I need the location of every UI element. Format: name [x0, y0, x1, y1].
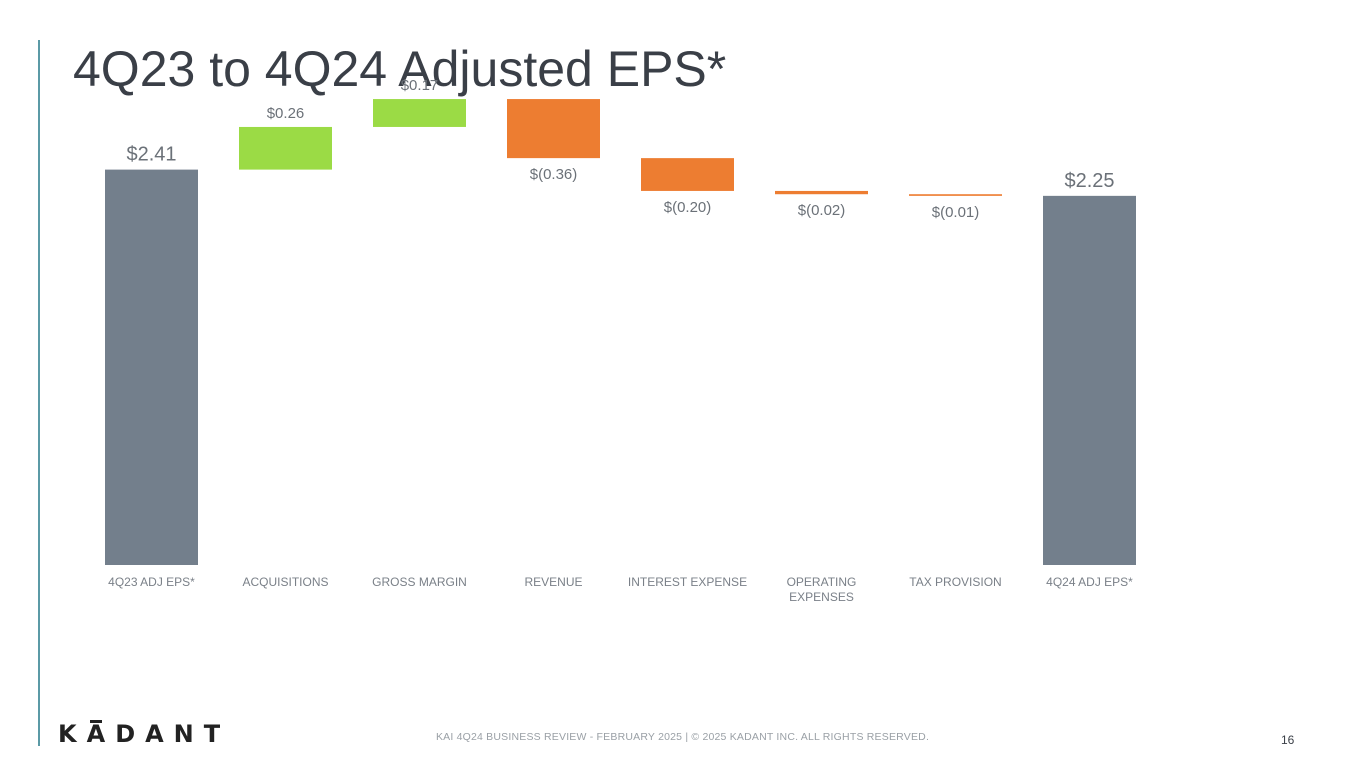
data-label-3: $(0.36)	[530, 166, 578, 183]
bar-6	[909, 194, 1002, 196]
logo-macron-a: A	[86, 720, 116, 748]
footer-text: KAI 4Q24 BUSINESS REVIEW - FEBRUARY 2025…	[435, 731, 930, 743]
bar-2	[373, 99, 466, 127]
data-label-4: $(0.20)	[664, 199, 712, 216]
data-label-5: $(0.02)	[798, 202, 846, 219]
page-title: 4Q23 to 4Q24 Adjusted EPS*	[73, 41, 727, 97]
data-label-1: $0.26	[267, 105, 305, 122]
bar-1	[239, 126, 332, 170]
category-label-0: 4Q23 ADJ EPS*	[108, 575, 195, 589]
category-label-3: REVENUE	[524, 575, 582, 589]
accent-vertical-line	[38, 40, 40, 746]
category-label-7: 4Q24 ADJ EPS*	[1046, 575, 1133, 589]
kadant-logo: KADANT	[58, 720, 231, 748]
bar-3	[507, 99, 600, 159]
category-label-2: GROSS MARGIN	[372, 575, 467, 589]
bar-4	[641, 158, 734, 191]
page-number: 16	[1281, 733, 1295, 747]
data-label-7: $2.25	[1064, 170, 1114, 192]
data-label-2: $0.17	[401, 77, 439, 94]
category-label-1: ACQUISITIONS	[242, 575, 328, 589]
bar-5	[775, 190, 868, 195]
data-label-0: $2.41	[126, 144, 176, 166]
category-label-6: TAX PROVISION	[909, 575, 1001, 589]
category-label-4: INTEREST EXPENSE	[628, 575, 747, 589]
data-label-6: $(0.01)	[932, 204, 980, 221]
bar-0	[105, 169, 198, 565]
bar-7	[1043, 195, 1136, 565]
category-label-5: OPERATING EXPENSES	[787, 575, 857, 604]
